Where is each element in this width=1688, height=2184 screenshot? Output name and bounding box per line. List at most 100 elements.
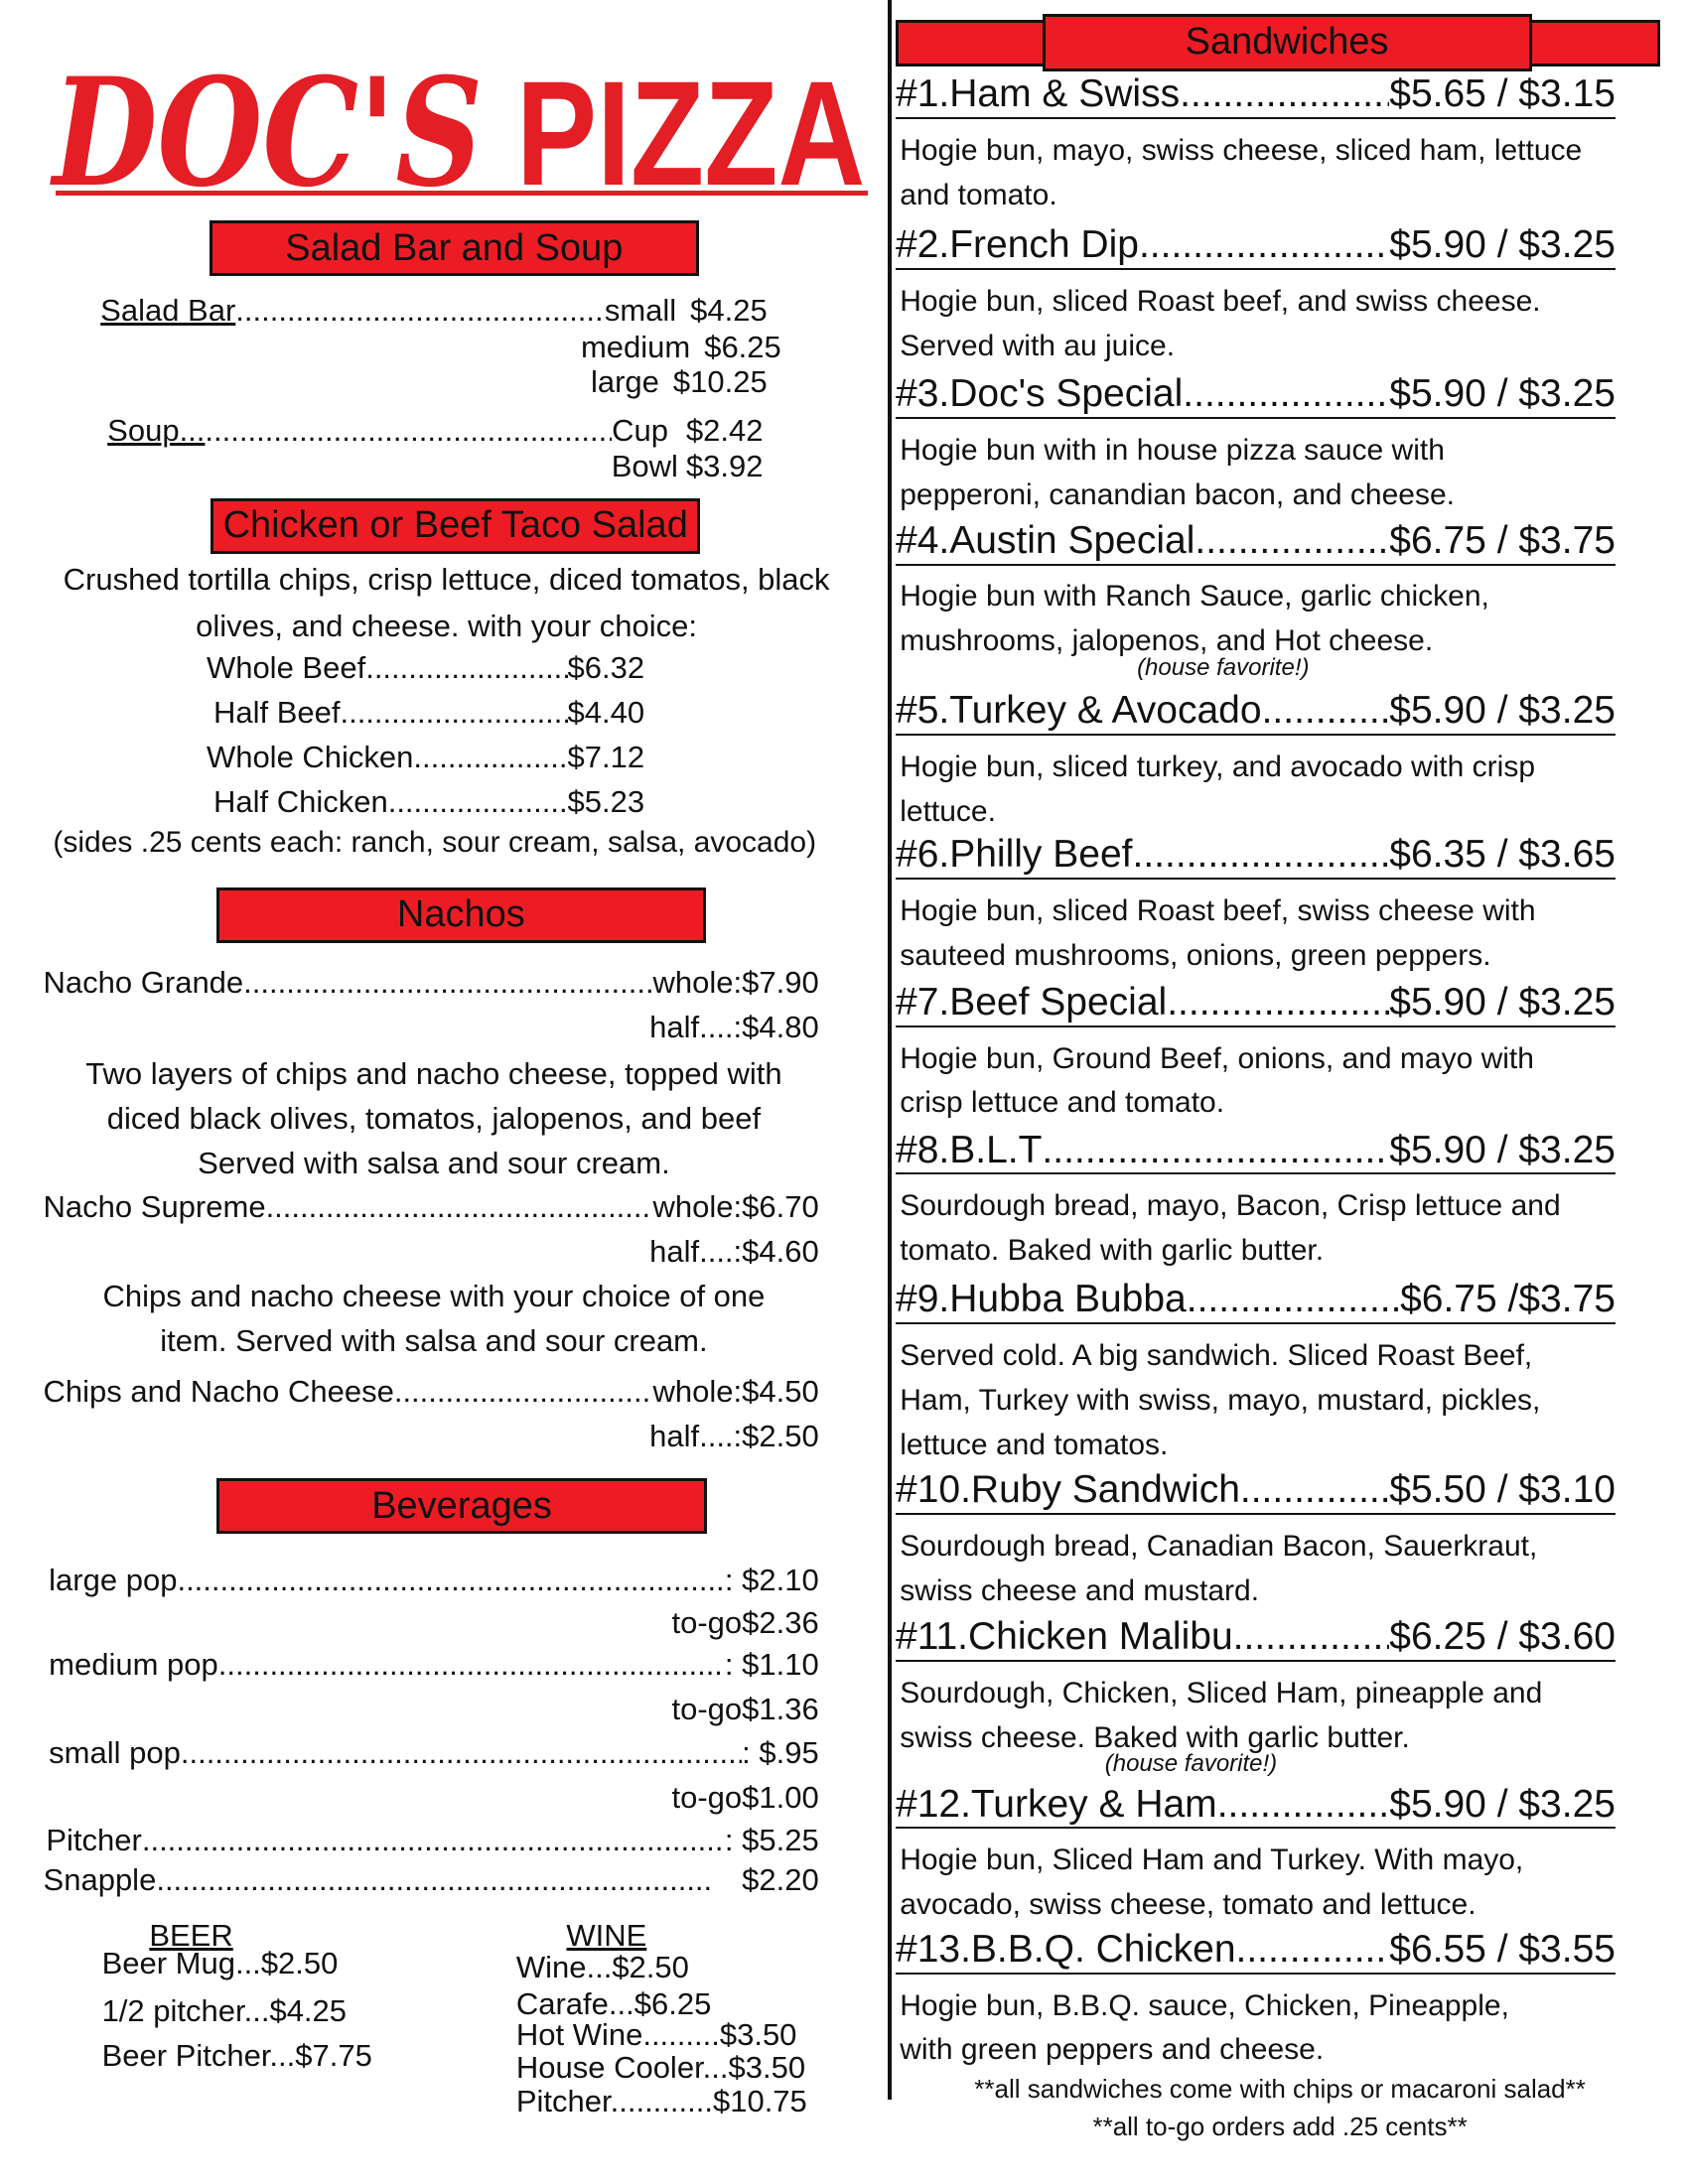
wine-header: WINE (566, 1917, 647, 1953)
sandwich-number: #5. (896, 689, 950, 733)
sandwich-description: lettuce and tomatos. (900, 1428, 1169, 1461)
nacho-name: Chips and Nacho Cheese (43, 1373, 394, 1409)
option-price: $5.23 (567, 783, 645, 819)
dot-leader (1217, 1783, 1390, 1828)
sandwich-name: B.L.T (949, 1128, 1043, 1171)
togo-price: $1.36 (742, 1692, 819, 1727)
sandwich-description: Hogie bun, sliced Roast beef, and swiss … (900, 284, 1541, 318)
sandwich-title-row: #8.B.L.T $5.90 / $3.25 (896, 1129, 1616, 1175)
sandwich-prices: $5.90 / $3.25 (1389, 1128, 1616, 1171)
pop-name: large pop (49, 1562, 178, 1597)
sandwich-description: pepperoni, canandian bacon, and cheese. (900, 478, 1455, 511)
sandwich-number: #11. (896, 1614, 969, 1658)
snapple-row: Snapple $2.20 (44, 1862, 819, 1898)
sandwich-prices: $5.90 / $3.25 (1389, 980, 1616, 1024)
sandwich-name: B.B.Q. Chicken (970, 1927, 1236, 1971)
pop-row: large pop: $2.10 (49, 1563, 819, 1598)
sandwich-prices: $5.90 / $3.25 (1389, 372, 1616, 416)
size-label: Bowl (611, 449, 678, 484)
sandwich-name: Turkey & Avocado (949, 689, 1262, 733)
togo-label: to-go (671, 1779, 743, 1815)
sandwich-title-row: #9.Hubba Bubba $6.75 /$3.75 (896, 1278, 1616, 1324)
nacho-item-row: Nacho Supreme whole:$6.70 (44, 1189, 819, 1225)
pop-price: : $1.10 (724, 1647, 819, 1683)
pop-price: : $.95 (742, 1734, 819, 1770)
taco-description: Crushed tortilla chips, crisp lettuce, d… (63, 562, 830, 598)
salad-size-row: large $10.25 (461, 364, 768, 400)
sandwich-title-row: #7.Beef Special $5.90 / $3.25 (896, 981, 1616, 1027)
wine-item: House Cooler... $3.50 (516, 2050, 805, 2086)
sandwich-number: #2. (896, 222, 950, 266)
wine-item: Pitcher............ $10.75 (516, 2084, 807, 2119)
option-name: Whole Beef (206, 649, 366, 685)
sandwich-description: Hogie bun, sliced Roast beef, swiss chee… (900, 893, 1536, 927)
salad-size-row: medium $6.25 (475, 330, 781, 365)
nacho-description: Two layers of chips and nacho cheese, to… (85, 1055, 782, 1091)
wine-name: House Cooler... (515, 2050, 729, 2086)
sandwich-title-row: #10.Ruby Sandwich $5.50 / $3.10 (896, 1468, 1616, 1516)
taco-option: Whole Chicken $7.12 (207, 740, 644, 775)
sandwich-description: Hogie bun, B.B.Q. sauce, Chicken, Pineap… (900, 1988, 1509, 2022)
salad-bar-row: Salad Bar small $4.25 (100, 293, 768, 329)
option-price: $4.40 (567, 694, 645, 730)
half-price: $4.60 (742, 1234, 819, 1270)
sandwich-description: Sourdough, Chicken, Sliced Ham, pineappl… (900, 1676, 1543, 1709)
salad-bar-label: Salad Bar (100, 293, 236, 329)
sandwich-name: Philly Beef (949, 832, 1133, 876)
price: $4.25 (690, 293, 768, 329)
soup-row: Soup... Cup $2.42 (107, 413, 763, 449)
whole-price: $4.50 (742, 1373, 819, 1409)
snapple-name: Snapple (43, 1861, 157, 1897)
dot-leader (394, 1374, 653, 1410)
pop-name: small pop (49, 1734, 181, 1770)
sandwich-name: Chicken Malibu (968, 1614, 1233, 1658)
nacho-item-row: Chips and Nacho Cheese whole:$4.50 (44, 1374, 819, 1410)
sandwich-name: Doc's Special (949, 372, 1184, 416)
whole-label: whole: (652, 965, 743, 1001)
sandwich-title-row: #4.Austin Special $6.75 / $3.75 (896, 519, 1616, 566)
sandwich-number: #10. (896, 1468, 971, 1512)
wine-name: Hot Wine......... (515, 2016, 720, 2052)
option-name: Half Chicken (212, 783, 388, 819)
dot-leader (156, 1862, 714, 1898)
sandwich-description: sauteed mushrooms, onions, green peppers… (900, 938, 1491, 972)
sandwich-description: Hogie bun with Ranch Sauce, garlic chick… (900, 580, 1489, 614)
sandwich-number: #4. (896, 518, 950, 562)
sandwich-description: Served cold. A big sandwich. Sliced Roas… (900, 1338, 1533, 1372)
nacho-item-row: Nacho Grande whole:$7.90 (44, 965, 819, 1001)
nacho-description: item. Served with salsa and sour cream. (160, 1323, 708, 1359)
dot-leader (218, 1647, 725, 1683)
option-name: Whole Chicken (206, 739, 414, 774)
togo-row: to-go $1.36 (540, 1692, 819, 1727)
wine-name: Carafe... (515, 1985, 634, 2021)
wine-name: Pitcher............ (515, 2084, 713, 2119)
dot-leader (1139, 223, 1389, 268)
option-name: Half Beef (212, 694, 341, 730)
sandwich-description: crisp lettuce and tomato. (900, 1086, 1225, 1120)
wine-price: $3.50 (728, 2050, 806, 2086)
price: $6.25 (704, 329, 781, 364)
sandwich-number: #12. (896, 1782, 971, 1826)
sandwich-number: #1. (896, 72, 950, 116)
nacho-half-row: half....: $4.60 (540, 1234, 819, 1270)
pitcher-name: Pitcher (46, 1823, 142, 1858)
half-price: $4.80 (742, 1010, 819, 1045)
beer-price: $7.75 (295, 2037, 372, 2073)
dot-leader (266, 1189, 653, 1225)
size-label: Cup (612, 412, 668, 448)
wine-item: Carafe... $6.25 (516, 1986, 711, 2022)
sandwich-title-row: #5.Turkey & Avocado $5.90 / $3.25 (896, 689, 1616, 736)
dot-leader (340, 695, 567, 731)
sandwiches-header: Sandwiches (1042, 14, 1532, 71)
sandwich-number: #9. (896, 1277, 950, 1320)
wine-price: $6.25 (633, 1985, 712, 2021)
option-price: $7.12 (567, 739, 645, 774)
house-favorite-note: (house favorite!) (1104, 1750, 1278, 1778)
wine-item: Wine... $2.50 (516, 1950, 689, 1985)
beer-item: Beer Mug... $2.50 (102, 1946, 339, 1981)
beer-name: Beer Mug... (101, 1945, 261, 1980)
half-label: half....: (649, 1418, 743, 1453)
togo-price: $2.36 (742, 1605, 819, 1641)
taco-option: Half Chicken $5.23 (213, 784, 644, 820)
price: $10.25 (672, 363, 768, 399)
